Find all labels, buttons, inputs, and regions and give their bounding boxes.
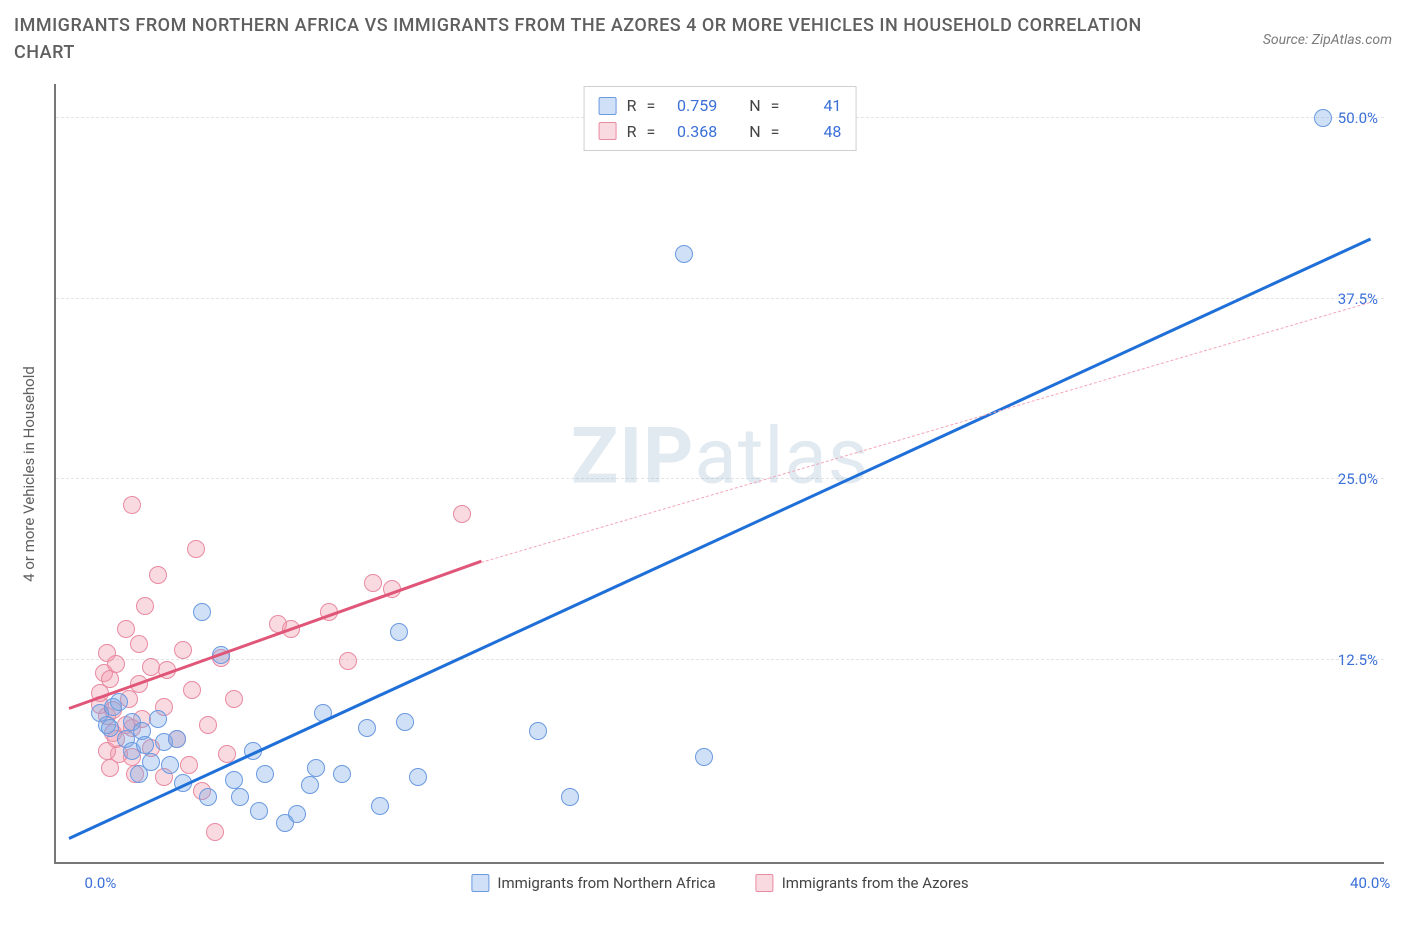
data-point [110, 693, 128, 711]
data-point [193, 603, 211, 621]
data-point [183, 681, 201, 699]
legend-stats-row-0: R = 0.759 N = 41 [599, 93, 842, 119]
plot-area: ZIPatlas R = 0.759 N = 41 R = 0.368 N = [54, 84, 1384, 864]
data-point [149, 566, 167, 584]
data-point [187, 540, 205, 558]
gridline [56, 478, 1384, 479]
watermark-rest: atlas [694, 412, 869, 503]
legend-stats-box: R = 0.759 N = 41 R = 0.368 N = 48 [584, 86, 857, 151]
stat-r-value-1: 0.368 [665, 119, 717, 145]
y-tick-label: 12.5% [1338, 651, 1378, 669]
data-point [130, 765, 148, 783]
data-point [199, 716, 217, 734]
data-point [225, 690, 243, 708]
data-point [168, 730, 186, 748]
trend-line-dashed [481, 302, 1370, 563]
legend-item-0: Immigrants from Northern Africa [471, 874, 715, 892]
chart-container: 4 or more Vehicles in Household ZIPatlas… [14, 84, 1392, 918]
y-axis-label: 4 or more Vehicles in Household [20, 366, 38, 582]
swatch-icon [471, 874, 489, 892]
watermark-bold: ZIP [571, 412, 694, 503]
stat-n-value-1: 48 [789, 119, 841, 145]
data-point [142, 658, 160, 676]
data-point [123, 496, 141, 514]
data-point [561, 788, 579, 806]
data-point [333, 765, 351, 783]
swatch-icon [599, 97, 617, 115]
y-tick-label: 50.0% [1338, 109, 1378, 127]
stat-label-n: N [749, 93, 760, 119]
data-point [695, 748, 713, 766]
x-tick-label: 0.0% [85, 874, 117, 892]
swatch-icon [756, 874, 774, 892]
stat-eq: = [646, 93, 655, 119]
legend-series: Immigrants from Northern Africa Immigran… [471, 874, 968, 892]
data-point [101, 759, 119, 777]
data-point [339, 652, 357, 670]
data-point [396, 713, 414, 731]
data-point [98, 742, 116, 760]
data-point [675, 245, 693, 263]
data-point [107, 655, 125, 673]
gridline [56, 298, 1384, 299]
data-point [136, 597, 154, 615]
data-point [149, 710, 167, 728]
x-tick-label: 40.0% [1350, 874, 1390, 892]
data-point [231, 788, 249, 806]
trend-line [68, 238, 1371, 840]
stat-label-n: N [749, 119, 760, 145]
data-point [256, 765, 274, 783]
data-point [136, 736, 154, 754]
stat-n-value-0: 41 [789, 93, 841, 119]
legend-label-1: Immigrants from the Azores [782, 874, 969, 892]
stat-eq: = [771, 119, 780, 145]
data-point [288, 805, 306, 823]
stat-label-r: R [627, 93, 637, 119]
data-point [225, 771, 243, 789]
stat-eq: = [646, 119, 655, 145]
y-axis-label-wrap: 4 or more Vehicles in Household [14, 84, 44, 864]
y-tick-label: 25.0% [1338, 470, 1378, 488]
data-point [307, 759, 325, 777]
source-label: Source: ZipAtlas.com [1263, 32, 1392, 48]
legend-label-0: Immigrants from Northern Africa [497, 874, 715, 892]
legend-stats-row-1: R = 0.368 N = 48 [599, 119, 842, 145]
legend-item-1: Immigrants from the Azores [756, 874, 969, 892]
stat-r-value-0: 0.759 [665, 93, 717, 119]
gridline [56, 659, 1384, 660]
stat-label-r: R [627, 119, 637, 145]
data-point [180, 756, 198, 774]
data-point [174, 641, 192, 659]
data-point [199, 788, 217, 806]
data-point [390, 623, 408, 641]
data-point [529, 722, 547, 740]
data-point [358, 719, 376, 737]
data-point [453, 505, 471, 523]
data-point [364, 574, 382, 592]
data-point [101, 719, 119, 737]
data-point [250, 802, 268, 820]
data-point [301, 776, 319, 794]
data-point [1314, 109, 1332, 127]
data-point [409, 768, 427, 786]
data-point [130, 635, 148, 653]
chart-title: IMMIGRANTS FROM NORTHERN AFRICA VS IMMIG… [14, 12, 1164, 66]
data-point [206, 823, 224, 841]
data-point [161, 756, 179, 774]
swatch-icon [599, 122, 617, 140]
data-point [371, 797, 389, 815]
stat-eq: = [771, 93, 780, 119]
